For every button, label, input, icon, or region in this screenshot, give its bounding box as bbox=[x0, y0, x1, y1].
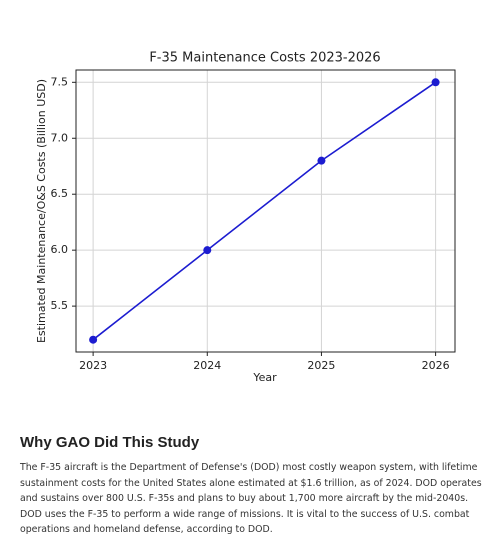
y-tick-label: 6.5 bbox=[51, 187, 69, 200]
point bbox=[203, 246, 212, 255]
y-tick-label: 5.5 bbox=[51, 299, 69, 312]
point bbox=[431, 78, 440, 87]
y-tick-label: 6.0 bbox=[51, 243, 69, 256]
line bbox=[92, 81, 437, 341]
x-axis-label: Year bbox=[252, 371, 277, 384]
x-tick-label: 2023 bbox=[79, 359, 107, 372]
y-axis-label: Estimated Maintenance/O&S Costs (Billion… bbox=[35, 79, 48, 343]
x-tick-label: 2024 bbox=[193, 359, 221, 372]
plot-frame bbox=[75, 69, 456, 353]
y-tick-label: 7.5 bbox=[51, 75, 69, 88]
chart: F-35 Maintenance Costs 2023-2026 Year Es… bbox=[35, 51, 456, 384]
x-tick-label: 2026 bbox=[422, 359, 450, 372]
y-tick-label: 7.0 bbox=[51, 131, 69, 144]
x-tick-label: 2025 bbox=[307, 359, 335, 372]
point bbox=[317, 156, 326, 165]
section-heading: Why GAO Did This Study bbox=[20, 434, 200, 451]
section-paragraph: The F-35 aircraft is the Department of D… bbox=[20, 462, 482, 535]
point bbox=[89, 335, 98, 344]
chart-title: F-35 Maintenance Costs 2023-2026 bbox=[149, 51, 380, 66]
